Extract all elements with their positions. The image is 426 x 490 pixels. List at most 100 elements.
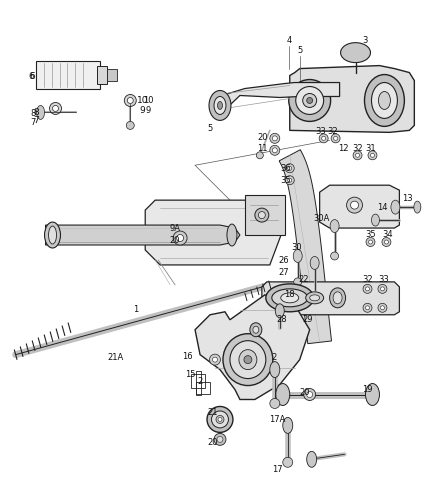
Ellipse shape bbox=[329, 220, 338, 233]
Polygon shape bbox=[145, 200, 284, 265]
Text: 32: 32 bbox=[351, 144, 362, 153]
Ellipse shape bbox=[288, 79, 330, 122]
Polygon shape bbox=[215, 82, 339, 117]
Ellipse shape bbox=[272, 136, 276, 141]
Text: 21A: 21A bbox=[107, 353, 123, 362]
Text: 7: 7 bbox=[30, 118, 35, 127]
Text: 10: 10 bbox=[143, 96, 153, 105]
Ellipse shape bbox=[252, 326, 258, 333]
Polygon shape bbox=[35, 61, 100, 89]
Ellipse shape bbox=[265, 284, 313, 312]
Ellipse shape bbox=[306, 451, 316, 467]
Ellipse shape bbox=[216, 437, 222, 442]
Ellipse shape bbox=[287, 166, 291, 170]
Ellipse shape bbox=[330, 134, 339, 143]
Text: 16: 16 bbox=[181, 352, 192, 361]
Ellipse shape bbox=[371, 214, 379, 226]
Ellipse shape bbox=[222, 334, 272, 386]
Ellipse shape bbox=[365, 306, 368, 310]
Text: 6: 6 bbox=[28, 72, 33, 81]
Text: 8: 8 bbox=[30, 109, 35, 118]
Ellipse shape bbox=[309, 295, 319, 301]
Ellipse shape bbox=[269, 362, 279, 378]
Ellipse shape bbox=[377, 92, 389, 109]
Polygon shape bbox=[46, 225, 239, 245]
Ellipse shape bbox=[269, 133, 279, 144]
Ellipse shape bbox=[367, 151, 376, 160]
Ellipse shape bbox=[212, 357, 217, 362]
Text: 18: 18 bbox=[284, 291, 294, 299]
Polygon shape bbox=[279, 150, 331, 343]
Ellipse shape bbox=[287, 178, 291, 182]
Text: 33: 33 bbox=[377, 275, 388, 284]
Bar bbox=[190, 373, 204, 388]
Ellipse shape bbox=[302, 94, 316, 107]
Ellipse shape bbox=[271, 289, 307, 307]
Text: 13: 13 bbox=[401, 194, 412, 203]
Text: 33: 33 bbox=[314, 127, 325, 136]
Ellipse shape bbox=[362, 284, 371, 294]
Ellipse shape bbox=[258, 212, 265, 219]
Text: 1: 1 bbox=[132, 305, 138, 314]
Ellipse shape bbox=[254, 208, 268, 222]
Ellipse shape bbox=[52, 105, 58, 111]
Text: 20: 20 bbox=[207, 438, 218, 447]
Text: 20: 20 bbox=[299, 388, 309, 397]
Ellipse shape bbox=[207, 407, 233, 432]
Text: 6: 6 bbox=[30, 72, 35, 81]
Polygon shape bbox=[319, 185, 398, 228]
Ellipse shape bbox=[355, 153, 359, 157]
Ellipse shape bbox=[218, 417, 222, 421]
Ellipse shape bbox=[380, 287, 383, 291]
Text: 30: 30 bbox=[291, 244, 301, 252]
Ellipse shape bbox=[306, 98, 312, 103]
Polygon shape bbox=[107, 69, 117, 80]
Ellipse shape bbox=[365, 384, 379, 406]
Polygon shape bbox=[261, 282, 398, 315]
Bar bbox=[196, 382, 210, 393]
Ellipse shape bbox=[293, 278, 301, 286]
Ellipse shape bbox=[390, 200, 399, 214]
Text: 29: 29 bbox=[302, 315, 312, 324]
Ellipse shape bbox=[364, 74, 403, 126]
Text: 21: 21 bbox=[207, 408, 218, 417]
Ellipse shape bbox=[285, 164, 294, 173]
Bar bbox=[245, 195, 284, 235]
Ellipse shape bbox=[209, 354, 220, 365]
Ellipse shape bbox=[330, 252, 338, 260]
Text: 5: 5 bbox=[296, 46, 302, 55]
Ellipse shape bbox=[321, 136, 325, 140]
Text: 9: 9 bbox=[139, 106, 145, 115]
Text: 32: 32 bbox=[361, 275, 372, 284]
Text: 2: 2 bbox=[197, 377, 202, 386]
Text: 8: 8 bbox=[34, 108, 39, 117]
Ellipse shape bbox=[208, 91, 230, 121]
Ellipse shape bbox=[213, 433, 225, 445]
Ellipse shape bbox=[365, 238, 374, 246]
Ellipse shape bbox=[176, 235, 183, 242]
Text: 20: 20 bbox=[257, 133, 268, 142]
Text: 3: 3 bbox=[361, 36, 366, 45]
Ellipse shape bbox=[227, 224, 236, 246]
Ellipse shape bbox=[295, 87, 323, 115]
Ellipse shape bbox=[305, 292, 323, 304]
Text: 5: 5 bbox=[207, 124, 212, 133]
Text: 11: 11 bbox=[257, 144, 268, 153]
Ellipse shape bbox=[383, 240, 388, 244]
Text: 4: 4 bbox=[285, 36, 291, 45]
Ellipse shape bbox=[293, 249, 302, 263]
Ellipse shape bbox=[249, 323, 261, 337]
Text: 27: 27 bbox=[278, 269, 288, 277]
Ellipse shape bbox=[126, 122, 134, 129]
Text: 20: 20 bbox=[170, 236, 180, 245]
Ellipse shape bbox=[269, 146, 279, 155]
Text: 34: 34 bbox=[381, 229, 392, 239]
Ellipse shape bbox=[380, 306, 383, 310]
Ellipse shape bbox=[230, 341, 265, 379]
Ellipse shape bbox=[275, 384, 289, 406]
Text: 28: 28 bbox=[276, 315, 286, 324]
Ellipse shape bbox=[350, 201, 358, 209]
Text: 9: 9 bbox=[145, 106, 150, 115]
Ellipse shape bbox=[368, 240, 371, 244]
Ellipse shape bbox=[377, 284, 386, 294]
